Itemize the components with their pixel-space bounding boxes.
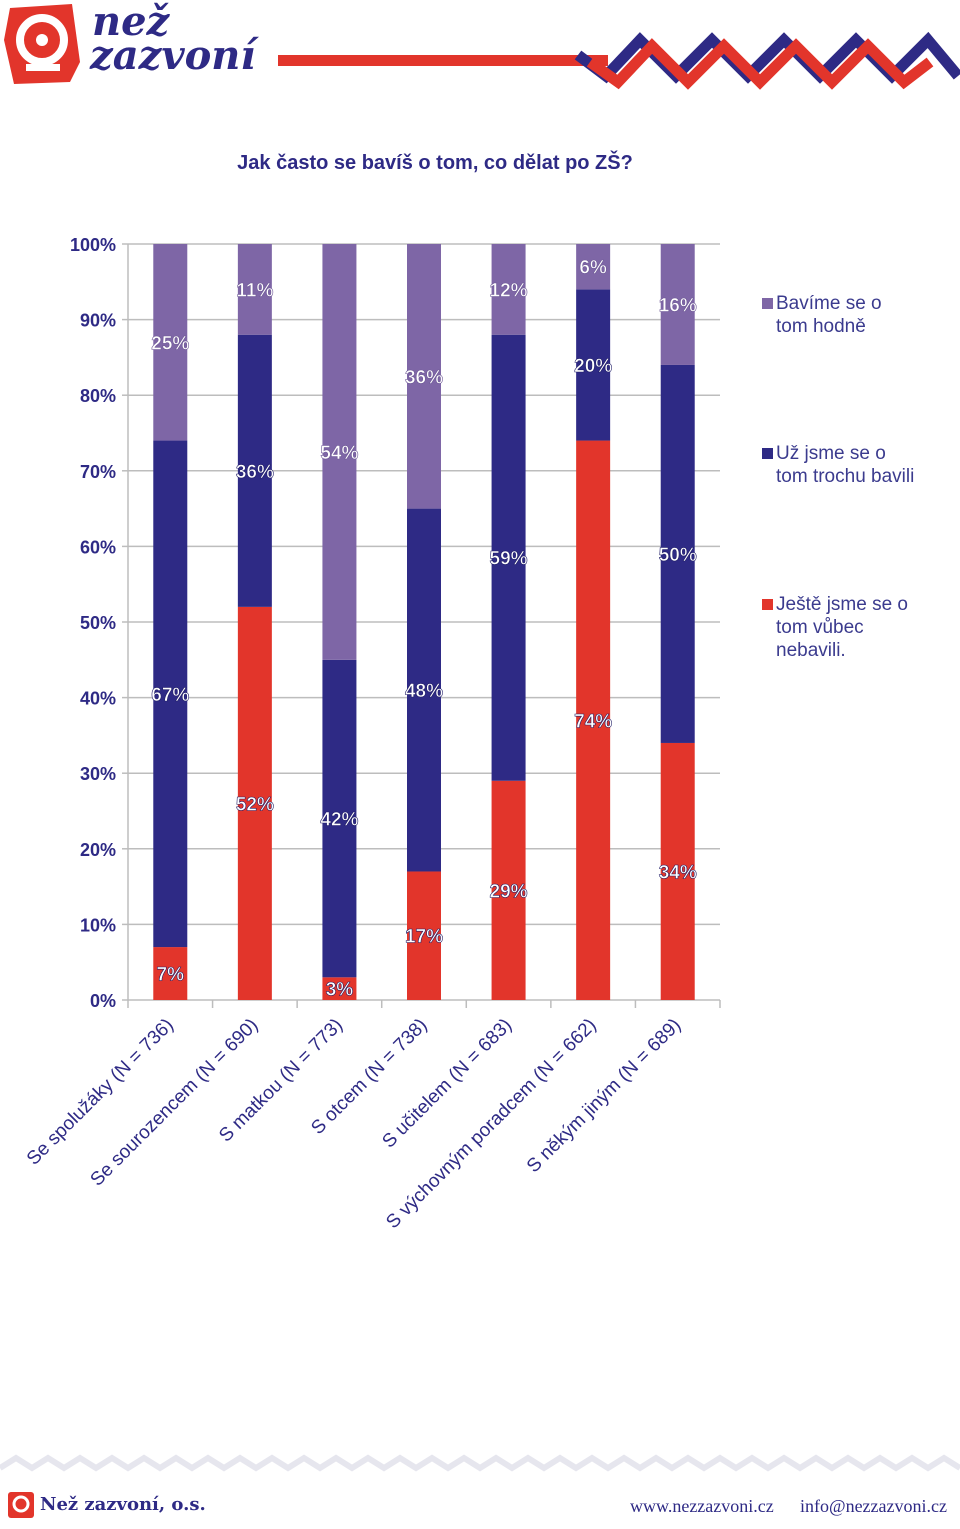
bar-segment [322, 244, 357, 660]
footer-website-link[interactable]: www.nezzazvoni.cz [630, 1496, 774, 1516]
y-tick-label: 80% [80, 386, 116, 406]
bar-segment [576, 440, 611, 1000]
header: než zazvoní [0, 0, 960, 100]
bar-segment [660, 244, 695, 365]
y-tick-label: 50% [80, 613, 116, 633]
bar-segment [237, 606, 272, 1000]
logo-bell-icon [4, 4, 80, 84]
data-label: 52% [236, 794, 274, 815]
data-label: 59% [490, 549, 528, 570]
footer-email-link[interactable]: info@nezzazvoni.cz [800, 1496, 947, 1516]
legend-label-a-little: Už jsme se o [776, 443, 886, 464]
legend-label-not-yet-2: tom vůbec [776, 617, 864, 638]
data-label: 7% [157, 965, 185, 986]
y-tick-label: 90% [80, 311, 116, 331]
x-category-label: Se sourozencem (N = 690) [87, 1015, 263, 1191]
footer-graphic [0, 1454, 960, 1518]
bar-segment [237, 244, 272, 335]
legend-item-not-yet: Ještě jsme se o tom vůbec nebavili. [762, 593, 952, 662]
data-label: 54% [320, 443, 358, 464]
brand-name-line2: zazvoní [90, 32, 256, 79]
y-tick-label: 10% [80, 915, 116, 935]
header-graphic [4, 4, 960, 90]
data-label: 74% [574, 711, 612, 732]
y-tick-label: 40% [80, 689, 116, 709]
footer-zigzag [0, 1454, 960, 1472]
y-tick-label: 30% [80, 764, 116, 784]
y-tick-label: 0% [90, 991, 116, 1011]
data-label: 36% [405, 367, 443, 388]
legend-label-a-lot: Bavíme se o [776, 293, 882, 314]
bar-segment [576, 244, 611, 290]
bar-segment [491, 334, 526, 781]
legend-item-a-lot: Bavíme se o tom hodně [762, 292, 952, 338]
stacked-bar-chart: 0% 10% 20% 30% 40% 50% 60% 70% 80% 90% 100% 7% 67% 25… [23, 235, 721, 1233]
bar-segment [491, 244, 526, 335]
x-category-label: S někým jiným (N = 689) [523, 1015, 685, 1177]
data-label: 17% [405, 927, 443, 948]
bar-segment [491, 780, 526, 1000]
data-label: 16% [659, 295, 697, 316]
legend-swatch-a-lot [762, 298, 773, 309]
footer: Než zazvoní, o.s. www.nezzazvoni.cz info… [0, 1440, 960, 1524]
data-label: 3% [326, 980, 354, 1001]
legend-label-a-little-2: tom trochu bavili [776, 466, 915, 487]
data-label: 11% [236, 280, 273, 301]
y-tick-label: 70% [80, 462, 116, 482]
y-tick-label: 20% [80, 840, 116, 860]
data-label: 67% [151, 685, 189, 706]
data-label: 42% [320, 810, 358, 831]
data-label: 36% [236, 462, 274, 483]
bar-segment [407, 244, 441, 509]
bar-segment [407, 871, 441, 1000]
legend-label-not-yet: Ještě jsme se o [776, 594, 908, 615]
bar-segment [153, 244, 188, 441]
data-label: 25% [151, 333, 189, 354]
y-tick-label: 100% [70, 235, 116, 255]
data-label: 20% [574, 356, 612, 377]
header-stripe [278, 55, 608, 66]
brand-name-line1: než [92, 0, 170, 45]
data-label: 29% [490, 881, 528, 902]
data-label: 12% [490, 280, 528, 301]
footer-logo-icon [8, 1492, 34, 1518]
legend-swatch-not-yet [762, 599, 773, 610]
data-label: 48% [405, 681, 443, 702]
footer-org-name: Než zazvoní, o.s. [40, 1494, 206, 1515]
header-zigzag-red [586, 38, 934, 90]
y-tick-label: 60% [80, 537, 116, 557]
x-category-label: Se spolužáky (N = 736) [23, 1015, 178, 1170]
data-label: 6% [579, 258, 607, 279]
chart-title: Jak často se bavíš o tom, co dělat po ZŠ… [237, 152, 633, 174]
legend-label-a-lot-2: tom hodně [776, 316, 866, 337]
bar-segment [322, 977, 357, 1000]
data-label: 50% [659, 545, 697, 566]
bar-segment [237, 334, 272, 607]
legend-swatch-a-little [762, 448, 773, 459]
bar-segment [153, 440, 188, 948]
bar-segment [576, 289, 611, 441]
bar-segment [407, 508, 441, 872]
bar-segment [660, 364, 695, 743]
bar-segment [153, 947, 188, 1000]
bar-segment [660, 742, 695, 1000]
data-label: 34% [659, 862, 697, 883]
bar-segment [322, 659, 357, 978]
legend-label-not-yet-3: nebavili. [776, 640, 846, 661]
legend-item-a-little: Už jsme se o tom trochu bavili [762, 442, 952, 488]
